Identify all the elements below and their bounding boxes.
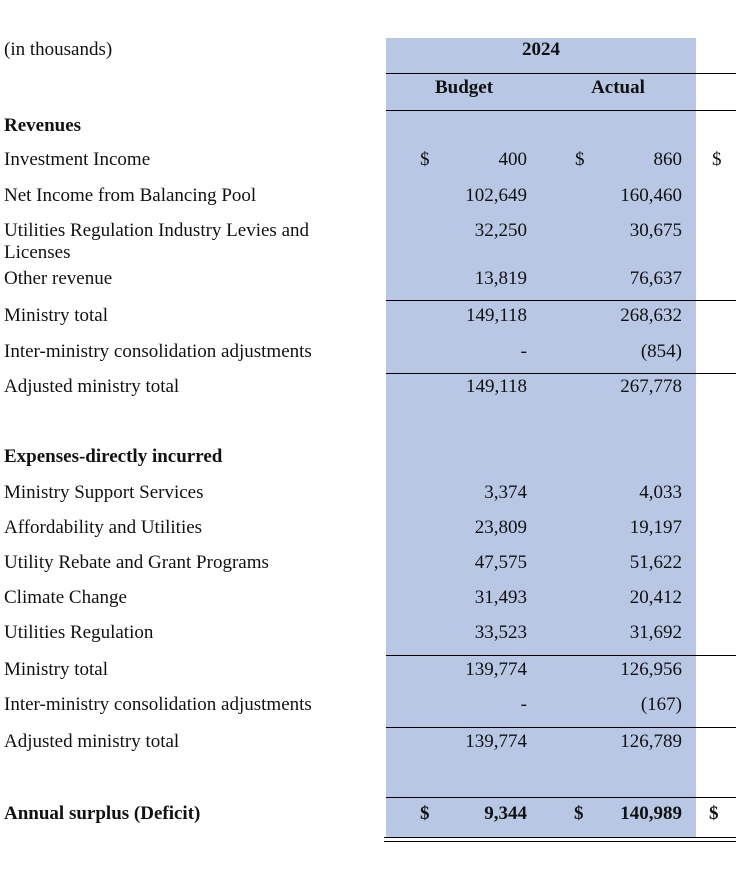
revenue-row-budget: 400 xyxy=(498,149,528,170)
surplus-double-underline xyxy=(384,837,736,842)
currency-symbol: $ xyxy=(420,149,430,170)
expense-row-label: Ministry Support Services xyxy=(4,482,204,503)
revenue-row-actual: 160,460 xyxy=(620,185,682,206)
expense-row-label: Utility Rebate and Grant Programs xyxy=(4,552,269,573)
header-rule-bottom xyxy=(386,110,736,111)
currency-symbol: $ xyxy=(575,149,585,170)
expenses-adjusted-total-label: Adjusted ministry total xyxy=(4,731,180,752)
expense-row-actual: 20,412 xyxy=(629,587,682,608)
revenue-row-label: Utilities Regulation Industry Levies and… xyxy=(4,220,310,263)
expense-row-label: Utilities Regulation xyxy=(4,622,154,643)
currency-symbol: $ xyxy=(574,803,584,824)
revenues-consolidation-actual: (854) xyxy=(640,341,682,362)
expenses-consolidation-actual: (167) xyxy=(640,694,682,715)
revenue-row-label: Net Income from Balancing Pool xyxy=(4,185,257,206)
expenses-subtotal-rule xyxy=(386,655,736,656)
expense-row-actual: 19,197 xyxy=(629,517,682,538)
surplus-budget: 9,344 xyxy=(484,803,527,824)
revenues-adjusted-total-label: Adjusted ministry total xyxy=(4,376,180,397)
expense-row-budget: 3,374 xyxy=(484,482,527,503)
expense-row-budget: 23,809 xyxy=(474,517,527,538)
revenues-adjusted-total-actual: 267,778 xyxy=(620,376,682,397)
revenue-row-actual: 30,675 xyxy=(629,220,682,241)
currency-symbol: $ xyxy=(420,803,430,824)
revenues-consolidation-budget: - xyxy=(520,341,527,362)
revenues-ministry-total-budget: 149,118 xyxy=(465,305,527,326)
revenues-adjusted-rule xyxy=(386,373,736,374)
expenses-consolidation-budget: - xyxy=(520,694,527,715)
expense-row-actual: 31,692 xyxy=(629,622,682,643)
revenue-row-actual: 860 xyxy=(653,149,683,170)
revenues-adjusted-total-budget: 149,118 xyxy=(465,376,527,397)
expense-row-actual: 4,033 xyxy=(639,482,682,503)
surplus-top-rule xyxy=(386,797,736,798)
expenses-adjusted-total-actual: 126,789 xyxy=(620,731,682,752)
revenues-subtotal-rule xyxy=(386,300,736,301)
surplus-label: Annual surplus (Deficit) xyxy=(4,803,201,824)
expenses-adjusted-rule xyxy=(386,727,736,728)
actual-column-header: Actual xyxy=(591,77,645,98)
budget-column-header: Budget xyxy=(434,77,494,98)
revenues-consolidation-label: Inter-ministry consolidation adjustments xyxy=(4,341,312,362)
expenses-adjusted-total-budget: 139,774 xyxy=(465,731,527,752)
year-column-shading xyxy=(386,38,696,838)
units-note: (in thousands) xyxy=(4,39,113,60)
revenue-row-actual: 76,637 xyxy=(629,268,682,289)
revenue-row-label: Other revenue xyxy=(4,268,113,289)
expense-row-label: Affordability and Utilities xyxy=(4,517,203,538)
expense-row-actual: 51,622 xyxy=(629,552,682,573)
revenue-row-label: Investment Income xyxy=(4,149,151,170)
expense-row-budget: 47,575 xyxy=(474,552,527,573)
expense-row-label: Climate Change xyxy=(4,587,127,608)
revenues-ministry-total-label: Ministry total xyxy=(4,305,108,326)
expense-row-budget: 31,493 xyxy=(474,587,527,608)
revenues-heading: Revenues xyxy=(4,115,82,136)
currency-symbol: $ xyxy=(712,149,722,170)
currency-symbol: $ xyxy=(709,803,719,824)
revenues-ministry-total-actual: 268,632 xyxy=(620,305,682,326)
year-header: 2024 xyxy=(522,39,560,60)
expenses-ministry-total-actual: 126,956 xyxy=(620,659,682,680)
revenue-row-budget: 13,819 xyxy=(474,268,527,289)
expenses-consolidation-label: Inter-ministry consolidation adjustments xyxy=(4,694,312,715)
header-rule-top xyxy=(386,73,736,74)
expense-row-budget: 33,523 xyxy=(474,622,527,643)
expenses-ministry-total-label: Ministry total xyxy=(4,659,108,680)
revenue-row-budget: 102,649 xyxy=(465,185,527,206)
revenue-row-budget: 32,250 xyxy=(474,220,527,241)
expenses-heading: Expenses-directly incurred xyxy=(4,446,223,467)
surplus-actual: 140,989 xyxy=(620,803,682,824)
expenses-ministry-total-budget: 139,774 xyxy=(465,659,527,680)
